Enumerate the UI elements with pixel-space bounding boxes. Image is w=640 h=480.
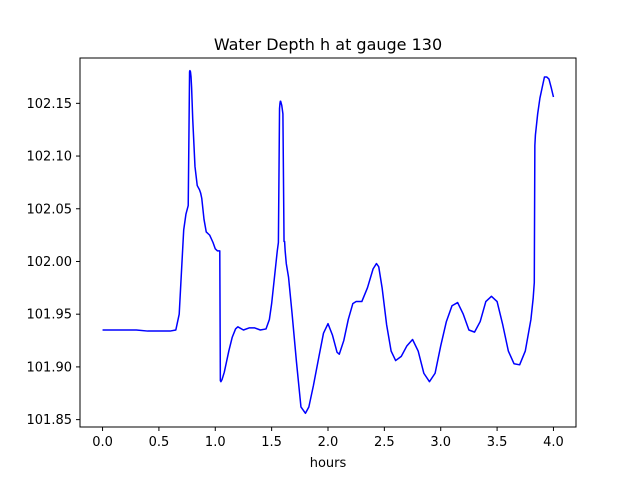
y-tick-label: 102.10 <box>27 150 73 165</box>
y-tick-label: 102.05 <box>27 202 73 217</box>
y-tick-label: 102.00 <box>27 255 73 270</box>
y-tick-label: 101.90 <box>27 360 73 375</box>
x-tick-label: 3.5 <box>487 435 508 450</box>
x-axis-label: hours <box>310 456 347 471</box>
x-tick-label: 3.0 <box>430 435 451 450</box>
series-line-0 <box>102 69 555 415</box>
x-axis: 0.0 0.5 1.0 1.5 2.0 2.5 3.0 3.5 4.0 <box>92 427 564 450</box>
y-tick-label: 101.85 <box>27 413 73 428</box>
x-tick-label: 4.0 <box>543 435 564 450</box>
x-tick-label: 2.0 <box>318 435 339 450</box>
x-tick-label: 1.5 <box>261 435 282 450</box>
plot-frame <box>79 57 577 428</box>
x-tick-label: 0.5 <box>149 435 170 450</box>
y-tick-label: 102.15 <box>27 97 73 112</box>
y-tick-label: 101.95 <box>27 308 73 323</box>
x-tick-label: 2.5 <box>374 435 395 450</box>
y-axis: 101.85 101.90 101.95 102.00 102.05 102.10 102.… <box>27 97 80 428</box>
x-tick-label: 0.0 <box>92 435 113 450</box>
x-tick-label: 1.0 <box>205 435 226 450</box>
chart-title: Water Depth h at gauge 130 <box>214 35 442 54</box>
plot-area <box>102 69 555 415</box>
